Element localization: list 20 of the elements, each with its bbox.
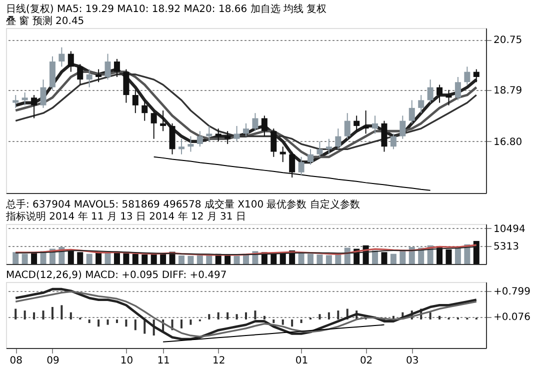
y-tick-label: 5313 <box>494 241 519 252</box>
y-tick-label: 16.80 <box>494 136 522 148</box>
text: 总手: 637904 MAVOL5: 581869 496578 成交量 X100 最优参数 自定义参数 <box>6 199 360 210</box>
x-tick-label: 12 <box>212 356 226 366</box>
x-tick-label: 03 <box>406 356 419 366</box>
x-tick-label: 01 <box>295 356 308 366</box>
y-tick-label: 10494 <box>494 224 526 235</box>
text: 指标说明 2014 年 11 月 13 日 2014 年 12 月 31 日 <box>6 211 246 222</box>
x-tick-label: 11 <box>157 356 170 366</box>
text: MACD(12,26,9) MACD: +0.095 DIFF: +0.497 <box>6 270 227 281</box>
text: 叠 窗 预测 20.45 <box>6 16 84 27</box>
x-tick-label: 02 <box>360 356 373 366</box>
y-tick-label: 20.75 <box>494 35 522 46</box>
x-tick-label: 10 <box>120 356 134 366</box>
x-tick-label: 09 <box>46 356 60 366</box>
y-tick-label: 18.79 <box>494 86 522 97</box>
y-tick-label: +0.799 <box>494 286 531 298</box>
x-tick-label: 08 <box>10 356 22 366</box>
text: 日线(复权) MA5: 19.29 MA10: 18.92 MA20: 18.66 加自选 均线 复权 <box>6 4 327 15</box>
y-tick-label: +0.076 <box>494 312 531 324</box>
